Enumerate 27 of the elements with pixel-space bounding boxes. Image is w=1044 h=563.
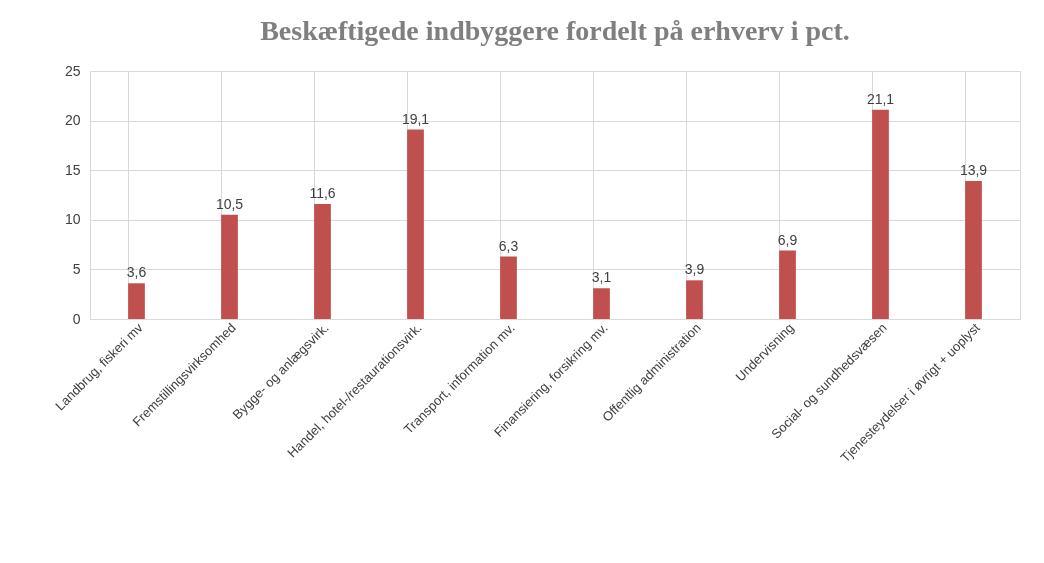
y-tick-label: 15 <box>64 161 81 178</box>
data-label: 21,1 <box>866 90 895 107</box>
bar <box>128 283 145 319</box>
data-label: 11,6 <box>309 184 336 201</box>
data-label: 19,1 <box>401 110 430 127</box>
y-tick-label: 20 <box>64 112 81 129</box>
bar <box>314 203 331 319</box>
y-tick-label: 0 <box>72 310 81 327</box>
y-tick-label: 10 <box>64 211 81 228</box>
bar <box>686 280 703 319</box>
bar <box>593 288 610 319</box>
bar <box>407 129 424 319</box>
data-label: 6,9 <box>777 231 798 248</box>
data-label: 3,9 <box>684 261 705 278</box>
y-tick-label: 5 <box>72 260 81 277</box>
data-label: 6,3 <box>498 237 519 254</box>
bar <box>500 256 517 319</box>
bar <box>872 109 889 319</box>
y-tick-label: 25 <box>64 62 81 79</box>
bar <box>779 250 796 319</box>
chart-title: Beskæftigede indbyggere fordelt på erhverv i pct. <box>260 15 850 46</box>
bar <box>965 181 982 319</box>
data-label: 3,1 <box>591 269 612 286</box>
data-label: 10,5 <box>215 195 244 212</box>
data-label: 3,6 <box>126 264 147 281</box>
bar <box>221 214 238 319</box>
data-label: 13,9 <box>959 162 988 179</box>
